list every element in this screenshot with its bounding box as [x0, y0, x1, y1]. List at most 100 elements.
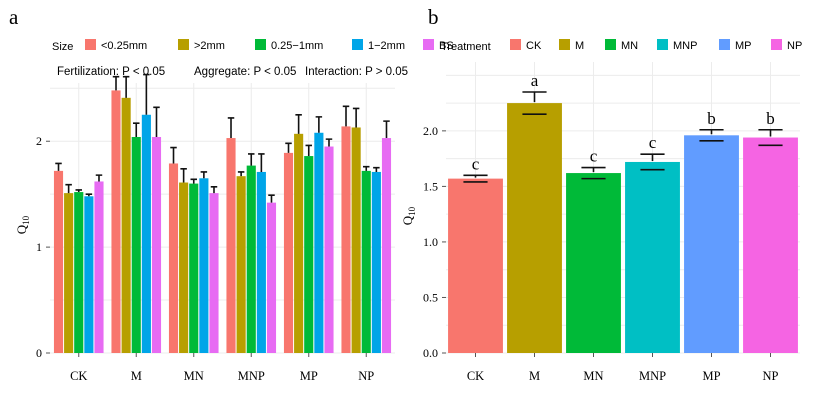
panel-b-error-bar: [522, 91, 547, 116]
panel-b-y-axis-label: Q10: [400, 206, 417, 225]
annotation-interaction: Interaction: P > 0.05: [305, 66, 408, 78]
panel-b-legend-swatch-m: [559, 39, 570, 50]
panel-a-error-bar: [352, 107, 360, 128]
panel-a-legend-swatch-0-25-1mm: [255, 39, 266, 50]
panel-b-legend-label-ck: CK: [526, 40, 542, 52]
panel-a-ytick-label: 1: [36, 240, 42, 254]
panel-a-xtick-mn: MN: [184, 369, 204, 383]
panel-b-legend-swatch-mnp: [657, 39, 668, 50]
panel-a-bar-1-2mm-mnp: [256, 171, 266, 353]
panel-a-ytick-label: 2: [36, 134, 42, 148]
panel-b-significance-label: c: [649, 133, 657, 152]
panel-b-error-bar: [463, 174, 488, 183]
panel-a-legend-label-0-25mm: <0.25mm: [101, 40, 147, 52]
panel-a-error-bar: [258, 153, 265, 172]
panel-b-legend-swatch-mn: [605, 39, 616, 50]
panel-a-error-bar: [122, 75, 130, 98]
panel-a-ytick-label: 0: [36, 346, 42, 360]
panel-a-legend-swatch-2mm: [178, 39, 189, 50]
panel-b-bar-ck: [448, 178, 503, 353]
panel-a-error-bar: [210, 185, 218, 194]
panel-b-significance-label: c: [590, 147, 598, 166]
panel-a-bar-0-25mm-mp: [283, 152, 294, 353]
panel-b-ytick-label: 2.0: [423, 124, 438, 138]
panel-a-error-bar: [305, 144, 312, 157]
panel-a-bar-0-25mm-ck: [53, 170, 64, 353]
panel-a-legend: <0.25mm >2mm 0.25−1mm 1−2mm BS: [85, 39, 454, 52]
panel-b-error-bar: [640, 153, 665, 171]
panel-b-bar-mp: [684, 135, 739, 353]
panel-a-bar-0-25-1mm-m: [131, 137, 141, 353]
panel-b-ytick-label: 1.5: [423, 179, 438, 193]
panel-a-error-bar: [85, 193, 93, 197]
panel-b-significance-label: c: [472, 154, 480, 173]
panel-a-error-bar: [295, 113, 302, 134]
panel-a-error-bar: [268, 194, 275, 203]
panel-a-xtick-ck: CK: [70, 369, 87, 383]
panel-b-legend-label-mp: MP: [735, 40, 752, 52]
panel-b-xtick-np: NP: [763, 369, 779, 383]
panel-b-ytick-label: 0.5: [423, 290, 438, 304]
panel-a-bar-2mm-m: [121, 97, 131, 353]
panel-a-error-bar: [65, 183, 72, 194]
panel-a-ylabel-q: Q: [14, 224, 29, 234]
panel-a-legend-swatch-bs: [423, 39, 434, 50]
panel-a-error-bar: [227, 117, 235, 139]
panel-b-error-bar: [699, 128, 724, 142]
panel-a-ylabel-sub: 10: [21, 215, 31, 225]
panel-a-bar-2mm-mn: [179, 182, 189, 353]
panel-a-error-bar: [143, 73, 150, 115]
panel-a-xtick-m: M: [131, 369, 142, 383]
panel-a-label: a: [9, 5, 19, 29]
panel-a-bar-0-25-1mm-mp: [304, 156, 314, 353]
panel-b-xtick-m: M: [529, 369, 540, 383]
panel-a-error-bar: [55, 162, 62, 171]
panel-b-legend-title: Treatment: [441, 41, 491, 53]
panel-a-bar-0-25mm-mn: [168, 163, 179, 353]
panel-a-legend-swatch-1-2mm: [352, 39, 363, 50]
panel-a-bar-2mm-np: [351, 127, 361, 354]
panel-b-legend-label-mnp: MNP: [673, 40, 697, 52]
panel-b-chart: 0.0 0.5 1.0 1.5 2.0 c CK a Mc MN c MNP b MP b NP: [423, 62, 800, 383]
panel-b-xtick-mn: MN: [583, 369, 603, 383]
panel-a-xtick-mp: MP: [300, 369, 318, 383]
panel-a-bar-1-2mm-np: [371, 171, 381, 353]
panel-b-bar-mnp: [625, 161, 680, 353]
panel-b-legend-label-m: M: [575, 40, 584, 52]
panel-a-bar-0-25mm-np: [341, 126, 351, 353]
panel-b-xtick-mp: MP: [702, 369, 720, 383]
panel-a-error-bar: [180, 167, 187, 183]
panel-a-error-bar: [237, 171, 245, 177]
panel-b-ylabel-q: Q: [400, 215, 415, 225]
panel-a-bar-bs-ck: [94, 181, 104, 353]
panel-a-legend-label-1-2mm: 1−2mm: [368, 40, 405, 52]
panel-b-legend: CK M MN MNP MP NP: [510, 39, 802, 52]
panel-a-bar-bs-np: [381, 138, 392, 353]
panel-a-bar-bs-mnp: [266, 202, 277, 353]
panel-b-xtick-mnp: MNP: [639, 369, 666, 383]
panel-a-error-bar: [363, 165, 370, 171]
panel-b-bar-mn: [566, 173, 621, 353]
panel-a-bar-0-25-1mm-mnp: [246, 165, 256, 353]
panel-a-bar-0-25mm-mnp: [226, 138, 236, 353]
panel-b-plot-area: [446, 62, 800, 353]
panel-b-significance-label: a: [531, 71, 539, 90]
panel-a-bar-1-2mm-m: [141, 114, 151, 353]
panel-a-bar-1-2mm-mp: [314, 132, 324, 353]
panel-b-legend-swatch-np: [771, 39, 782, 50]
panel-b-error-bar: [758, 128, 783, 147]
panel-a-error-bar: [315, 116, 323, 133]
panel-a-legend-swatch-0-25mm: [85, 39, 96, 50]
panel-b-ytick-label: 0.0: [423, 346, 438, 360]
panel-a-error-bar: [95, 174, 103, 182]
panel-a-error-bar: [153, 106, 160, 137]
panel-a-legend-label-2mm: >2mm: [194, 40, 225, 52]
panel-a-error-bar: [200, 171, 208, 179]
panel-b-significance-label: b: [766, 109, 775, 128]
panel-b-legend-label-np: NP: [787, 40, 802, 52]
panel-a-error-bar: [75, 189, 82, 193]
panel-a-legend-label-0-25-1mm: 0.25−1mm: [271, 40, 323, 52]
panel-b-legend-label-mn: MN: [621, 40, 638, 52]
panel-b-ytick-label: 1.0: [423, 235, 438, 249]
panel-a-legend-title: Size: [52, 41, 73, 53]
